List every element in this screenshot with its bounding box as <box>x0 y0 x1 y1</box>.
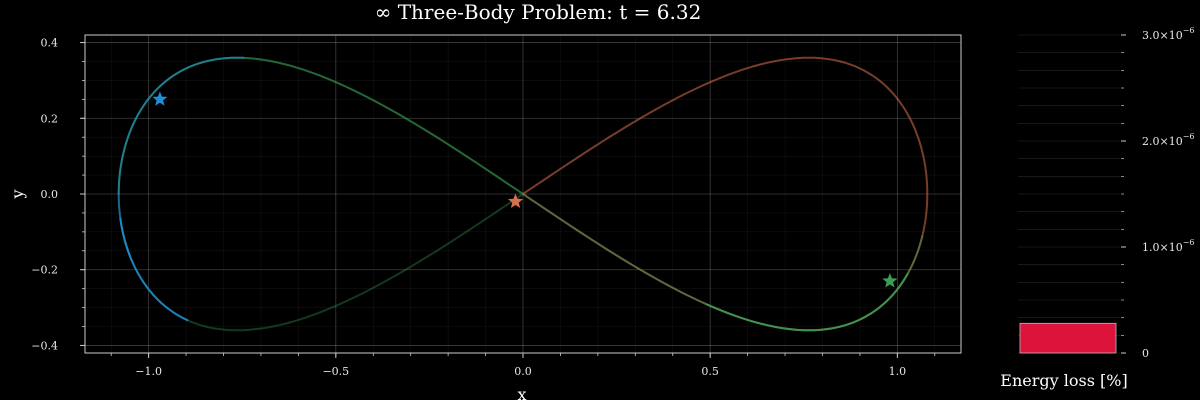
energy-tick-label: 2.0×10−6 <box>1142 132 1195 148</box>
body-star-2 <box>507 193 524 208</box>
y-tick-label: 0.0 <box>41 188 59 201</box>
energy-loss-bar <box>1019 322 1117 354</box>
energy-loss-panel: 0 1.0×10−6 2.0×10−6 3.0×10−6 Energy loss [%… <box>1000 26 1194 390</box>
x-tick-label: −0.5 <box>322 365 349 378</box>
y-tick-label: −0.4 <box>31 339 58 352</box>
y-tick-label: −0.2 <box>31 264 58 277</box>
energy-tick-label: 3.0×10−6 <box>1142 26 1195 42</box>
x-tick-label: 0.5 <box>701 365 719 378</box>
energy-grid <box>1018 34 1120 354</box>
y-tick-label: 0.4 <box>41 37 59 50</box>
energy-axis-ticks: 0 1.0×10−6 2.0×10−6 3.0×10−6 <box>1121 26 1195 360</box>
orbit-trail-blue <box>117 56 245 259</box>
energy-axis-label: Energy loss [%] <box>1000 371 1127 390</box>
energy-tick-label: 0 <box>1142 347 1149 360</box>
orbit-trail-blue-recent <box>119 217 189 322</box>
orbit-trail-green-recent <box>705 273 909 332</box>
orbit-trails <box>117 56 929 332</box>
x-tick-label: 0.0 <box>514 365 532 378</box>
x-axis-label: x <box>517 385 526 400</box>
x-tick-label: −1.0 <box>135 365 162 378</box>
body-markers <box>152 91 898 288</box>
x-axis-ticks: −1.0 −0.5 0.0 0.5 1.0 <box>110 353 936 378</box>
orbit-plot-panel: −1.0 −0.5 0.0 0.5 1.0 −0.4 −0.2 0.0 0.2 0.4 x y <box>8 34 962 400</box>
body-star-3 <box>882 273 898 288</box>
energy-tick-label: 1.0×10−6 <box>1142 238 1195 254</box>
chart-title: ∞ Three-Body Problem: t = 6.32 <box>375 0 702 24</box>
body-star-1 <box>152 91 168 106</box>
y-axis-ticks: −0.4 −0.2 0.0 0.2 0.4 <box>31 37 85 352</box>
energy-bar-group <box>1019 322 1117 354</box>
y-tick-label: 0.2 <box>41 112 59 125</box>
minor-grid <box>85 35 961 353</box>
y-axis-label: y <box>8 189 27 199</box>
x-tick-label: 1.0 <box>889 365 907 378</box>
